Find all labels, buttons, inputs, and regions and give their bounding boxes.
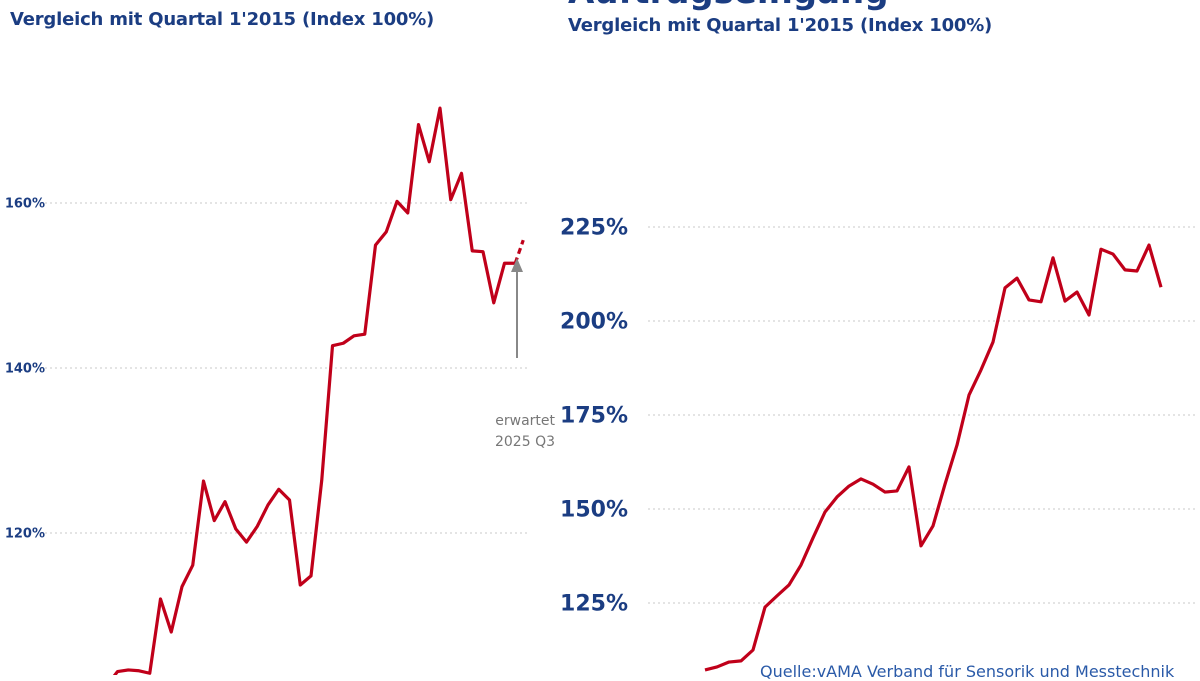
right-y-tick-label: 200% bbox=[560, 310, 628, 335]
left-y-tick-label: 120% bbox=[5, 527, 45, 542]
right-y-tick-label: 150% bbox=[560, 498, 628, 523]
left-y-tick-label: 160% bbox=[5, 197, 45, 212]
right-y-tick-label: 175% bbox=[560, 404, 628, 429]
left-series-line bbox=[96, 108, 515, 675]
right-y-tick-label: 125% bbox=[560, 592, 628, 617]
source-note: Quelle:vAMA Verband für Sensorik und Mes… bbox=[760, 662, 1174, 681]
forecast-label: 2025 Q3 bbox=[495, 434, 555, 450]
right-series-line bbox=[705, 245, 1161, 670]
left-y-tick-label: 140% bbox=[5, 362, 45, 377]
forecast-arrow-head bbox=[511, 258, 523, 272]
right-y-tick-label: 225% bbox=[560, 216, 628, 241]
forecast-label: erwartet bbox=[495, 413, 555, 429]
